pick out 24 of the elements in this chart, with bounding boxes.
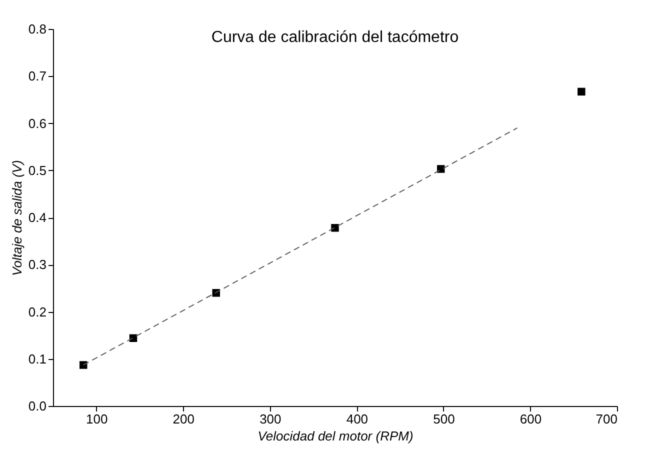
y-tick-label: 0.1 (28, 351, 46, 366)
chart-title: Curva de calibración del tacómetro (211, 29, 459, 46)
x-tick-label: 400 (346, 412, 368, 426)
x-tick-label: 300 (260, 412, 282, 426)
point (79, 361, 88, 369)
y-tick-label: 0.3 (28, 257, 46, 272)
x-tick-label: 700 (596, 412, 618, 426)
y-tick-label: 0.0 (28, 398, 46, 414)
y-axis-title: Voltaje de salida (V) (9, 160, 24, 276)
y-tick-label: 0.5 (28, 162, 46, 178)
y-tick-label: 0.6 (28, 116, 46, 131)
x-tick-label: 600 (520, 412, 542, 426)
y-tick-label: 0.8 (28, 22, 46, 36)
point (331, 224, 339, 232)
x-axis-title: Velocidad del motor (RPM) (258, 428, 414, 444)
y-tick-label: 0.2 (28, 304, 46, 320)
x-tick-label: 200 (172, 412, 195, 426)
point (578, 88, 586, 96)
point (436, 165, 445, 173)
y-tick-label: 0.4 (28, 210, 46, 225)
point (212, 289, 220, 297)
y-tick-label: 0.7 (28, 68, 46, 84)
x-tick-label: 500 (433, 412, 455, 426)
x-tick-label: 100 (86, 412, 108, 426)
